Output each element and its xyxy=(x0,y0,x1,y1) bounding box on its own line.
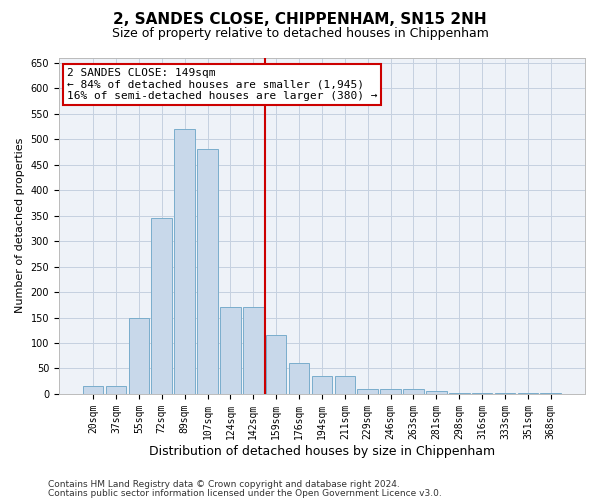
Bar xyxy=(449,393,470,394)
Text: Contains HM Land Registry data © Crown copyright and database right 2024.: Contains HM Land Registry data © Crown c… xyxy=(48,480,400,489)
Bar xyxy=(83,386,103,394)
Text: Size of property relative to detached houses in Chippenham: Size of property relative to detached ho… xyxy=(112,28,488,40)
Bar xyxy=(311,376,332,394)
Bar xyxy=(518,393,538,394)
Bar xyxy=(358,389,378,394)
Bar xyxy=(289,364,310,394)
X-axis label: Distribution of detached houses by size in Chippenham: Distribution of detached houses by size … xyxy=(149,444,495,458)
Bar xyxy=(266,336,286,394)
Bar xyxy=(128,318,149,394)
Bar xyxy=(175,129,195,394)
Bar xyxy=(197,150,218,394)
Text: Contains public sector information licensed under the Open Government Licence v3: Contains public sector information licen… xyxy=(48,489,442,498)
Text: 2, SANDES CLOSE, CHIPPENHAM, SN15 2NH: 2, SANDES CLOSE, CHIPPENHAM, SN15 2NH xyxy=(113,12,487,28)
Bar xyxy=(541,393,561,394)
Bar xyxy=(335,376,355,394)
Bar xyxy=(380,389,401,394)
Bar xyxy=(426,392,446,394)
Y-axis label: Number of detached properties: Number of detached properties xyxy=(15,138,25,314)
Bar xyxy=(220,308,241,394)
Bar xyxy=(106,386,126,394)
Bar xyxy=(495,393,515,394)
Bar xyxy=(403,389,424,394)
Bar xyxy=(243,308,263,394)
Bar xyxy=(151,218,172,394)
Bar xyxy=(472,393,493,394)
Text: 2 SANDES CLOSE: 149sqm
← 84% of detached houses are smaller (1,945)
16% of semi-: 2 SANDES CLOSE: 149sqm ← 84% of detached… xyxy=(67,68,377,101)
